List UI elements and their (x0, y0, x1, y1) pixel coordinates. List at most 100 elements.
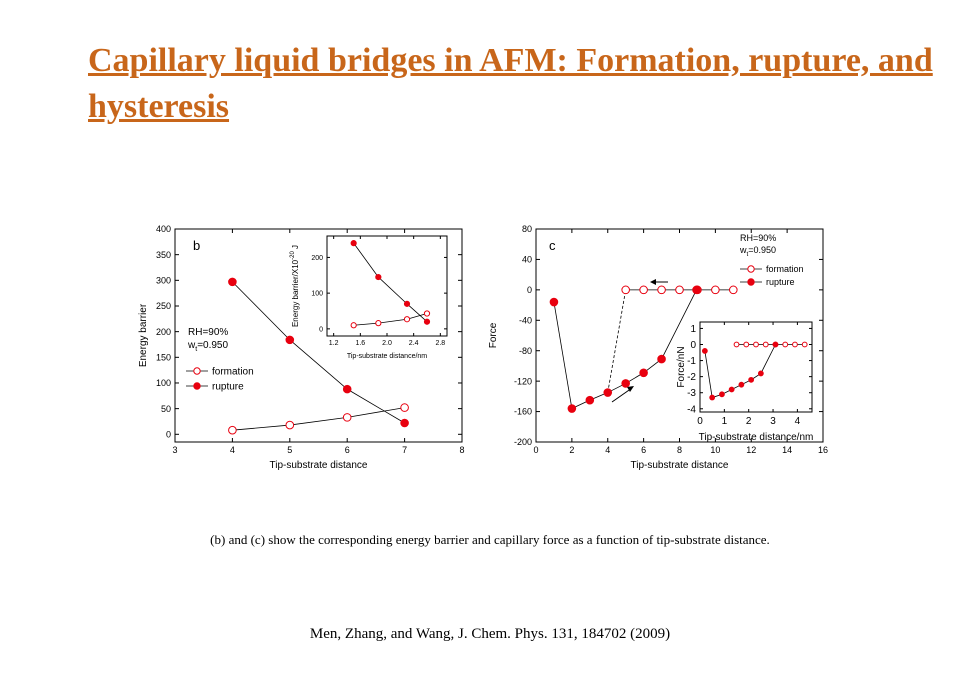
x-tick-label: 6 (345, 445, 350, 455)
y-tick-label: 100 (156, 378, 171, 388)
data-point-rupture (738, 381, 745, 388)
y-tick-label: -120 (514, 376, 532, 386)
data-point-formation (733, 341, 740, 348)
annotation-value: =0.950 (748, 245, 776, 255)
data-point-formation (801, 341, 808, 348)
y-tick-label: 0 (527, 285, 532, 295)
legend-marker-rupture (747, 278, 755, 286)
y-tick-label: -80 (519, 346, 532, 356)
data-point-rupture (228, 277, 237, 287)
y-tick-label: 40 (522, 255, 532, 265)
data-point-rupture (728, 386, 735, 393)
data-point-formation (693, 285, 702, 295)
x-axis-label: Tip-substrate distance/nm (347, 353, 427, 360)
annotation-value: =0.950 (197, 340, 228, 351)
data-point-formation (711, 285, 720, 295)
inset-y-label-unit: J (291, 245, 300, 251)
data-point-rupture (342, 384, 352, 394)
data-point-formation (639, 285, 648, 295)
x-axis-label: Tip-substrate distance/nm (699, 432, 814, 443)
y-tick-label: 350 (156, 250, 171, 260)
x-tick-label: 2.0 (382, 340, 392, 347)
y-axis-label: Force (488, 322, 499, 348)
dashed-jump-line (607, 289, 627, 393)
figure-caption: (b) and (c) show the corresponding energ… (210, 532, 770, 547)
plot-frame (699, 321, 813, 413)
annotation-wt: wt=0.950 (187, 340, 228, 353)
inset-y-axis-label: Energy barrier/X10-20 J (290, 245, 300, 327)
series-line-rupture (553, 289, 697, 410)
data-point-formation (403, 316, 411, 323)
reference-citation: Men, Zhang, and Wang, J. Chem. Phys. 131… (309, 626, 671, 642)
inset-y-label-text: Energy barrier/X10 (291, 259, 300, 327)
x-tick-label: 14 (782, 445, 792, 455)
y-tick-label: 50 (161, 404, 171, 414)
x-tick-label: 10 (710, 445, 720, 455)
data-point-rupture (375, 273, 382, 281)
panel-label: b (193, 238, 200, 253)
annotation-rh: RH=90% (740, 233, 776, 243)
data-point-formation (743, 341, 750, 348)
legend-marker-rupture (193, 382, 201, 390)
arrow-approach-head (627, 386, 634, 392)
annotation-w: w (187, 340, 196, 351)
series-line-rupture (232, 281, 405, 424)
x-tick-label: 0 (697, 416, 703, 427)
data-point-rupture (603, 388, 613, 397)
y-tick-label: 0 (319, 326, 323, 333)
data-point-formation (762, 341, 769, 348)
series-line-rupture (353, 242, 428, 323)
y-tick-label: 200 (156, 327, 171, 337)
annotation-wt: wt=0.950 (739, 245, 776, 258)
arrow-retract-head (650, 279, 656, 285)
series-line-formation (232, 407, 405, 431)
data-point-formation (621, 285, 630, 295)
data-point-formation (782, 341, 789, 348)
data-point-formation (228, 425, 237, 435)
data-point-rupture (692, 285, 701, 295)
data-point-rupture (567, 404, 577, 413)
x-tick-label: 0 (533, 445, 538, 455)
data-point-rupture (701, 348, 708, 354)
data-point-formation (342, 413, 352, 422)
data-point-rupture (285, 335, 295, 345)
data-point-rupture (719, 391, 725, 398)
annotation-t-subscript: t (195, 346, 197, 353)
x-tick-label: 8 (677, 445, 682, 455)
y-tick-label: -160 (514, 407, 532, 417)
legend-label-formation: formation (766, 264, 804, 274)
data-point-formation (772, 341, 779, 348)
annotation-w: w (739, 245, 747, 255)
x-tick-label: 4 (605, 445, 610, 455)
plot-background (700, 322, 812, 412)
x-tick-label: 1.6 (355, 340, 365, 347)
data-point-rupture (748, 376, 755, 383)
data-point-rupture (657, 354, 666, 364)
series-line-formation (353, 313, 428, 326)
x-tick-label: 4 (230, 445, 235, 455)
data-point-formation (423, 310, 431, 317)
y-tick-label: -40 (519, 315, 532, 325)
data-point-rupture (350, 240, 357, 247)
x-tick-label: 16 (818, 445, 828, 455)
data-point-rupture (639, 368, 648, 378)
x-tick-label: 12 (746, 445, 756, 455)
x-tick-label: 5 (287, 445, 292, 455)
y-tick-label: -200 (514, 437, 532, 447)
x-tick-label: 2 (746, 416, 752, 427)
data-point-formation (400, 403, 409, 412)
data-point-rupture (772, 341, 779, 348)
data-point-formation (285, 420, 295, 430)
y-tick-label: 150 (156, 352, 171, 362)
data-point-rupture (709, 394, 716, 401)
series-line-rupture (704, 344, 776, 399)
legend-label-rupture: rupture (766, 277, 795, 287)
annotation-t-subscript: t (747, 251, 749, 258)
plot-frame (326, 235, 448, 337)
x-tick-label: 1.2 (329, 340, 339, 347)
y-tick-label: 300 (156, 275, 171, 285)
x-tick-label: 2.4 (409, 340, 419, 347)
x-tick-label: 8 (459, 445, 464, 455)
y-tick-label: 250 (156, 301, 171, 311)
data-point-rupture (621, 379, 630, 388)
